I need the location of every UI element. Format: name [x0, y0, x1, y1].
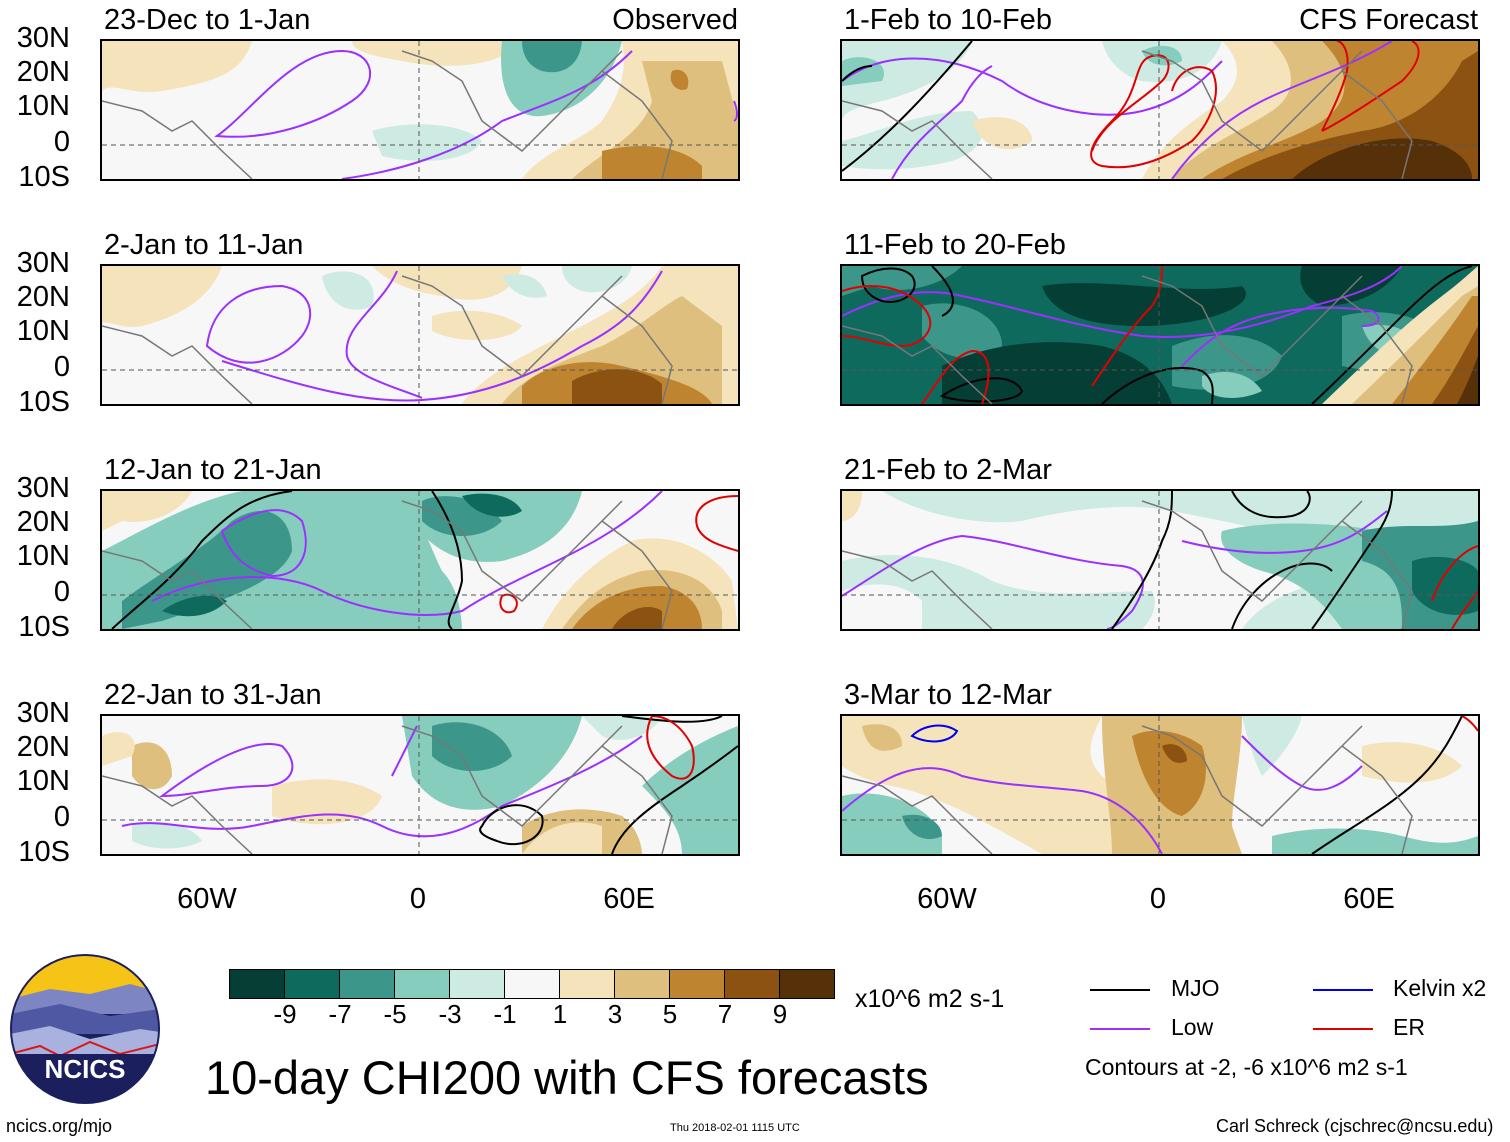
colorbar-tick: 3 [607, 999, 623, 1029]
logo-text: NCICS [45, 1054, 126, 1084]
map-panel-3 [100, 489, 740, 631]
panel-title: 11-Feb to 20-Feb [844, 229, 1066, 261]
lon-label: 60E [603, 883, 655, 915]
lat-label: 0 [53, 351, 70, 383]
legend-label-kelvin: Kelvin x2 [1393, 975, 1487, 1001]
lon-label: 60E [1343, 883, 1395, 915]
lat-label: 10S [18, 836, 70, 868]
lat-label: 10S [18, 611, 70, 643]
lat-label: 10N [16, 90, 70, 122]
panel-title: 2-Jan to 11-Jan [104, 229, 304, 261]
lon-label: 0 [409, 883, 427, 915]
colorbar-tick: 7 [717, 999, 733, 1029]
lat-label: 20N [16, 731, 70, 763]
colorbar-swatch [614, 970, 669, 998]
footer-url[interactable]: ncics.org/mjo [6, 1116, 113, 1136]
colorbar-tick: -7 [328, 999, 352, 1029]
legend: MJO Kelvin x2 Low ER Contours at -2, -6 … [1085, 972, 1505, 1082]
panel-title: 23-Dec to 1-Jan [104, 4, 311, 36]
legend-note: Contours at -2, -6 x10^6 m2 s-1 [1085, 1054, 1408, 1080]
lat-label: 30N [16, 697, 70, 729]
legend-line-mjo [1090, 989, 1150, 991]
map-panel-7 [840, 489, 1480, 631]
colorbar-tick: -1 [493, 999, 517, 1029]
colorbar [229, 969, 835, 999]
lat-label: 30N [16, 247, 70, 279]
colorbar-tick: 5 [662, 999, 678, 1029]
colorbar-swatch [669, 970, 724, 998]
colorbar-tick: 1 [552, 999, 568, 1029]
lat-label: 10N [16, 315, 70, 347]
main-title: 10-day CHI200 with CFS forecasts [205, 1051, 929, 1104]
lat-label: 0 [53, 801, 70, 833]
lon-label: 60W [177, 883, 237, 915]
panel-title: 12-Jan to 21-Jan [104, 454, 322, 486]
colorbar-swatch [504, 970, 559, 998]
left-column: 23-Dec to 1-Jan Observed 2-Jan to 11-Jan [0, 0, 760, 914]
colorbar-swatch [559, 970, 614, 998]
colorbar-swatch [230, 970, 284, 998]
legend-label-er: ER [1393, 1014, 1425, 1040]
lat-label: 30N [16, 22, 70, 54]
panel-title: 1-Feb to 10-Feb [844, 4, 1052, 36]
colorbar-tick: -3 [438, 999, 462, 1029]
panel-title: 22-Jan to 31-Jan [104, 679, 322, 711]
legend-line-er [1313, 1028, 1373, 1030]
panel-tag-observed: Observed [612, 4, 738, 36]
map-panel-4 [100, 714, 740, 856]
legend-label-mjo: MJO [1171, 975, 1220, 1001]
colorbar-tick: -5 [383, 999, 407, 1029]
lat-label: 30N [16, 472, 70, 504]
colorbar-tick: -9 [273, 999, 297, 1029]
lat-label: 10N [16, 765, 70, 797]
colorbar-swatch [779, 970, 834, 998]
panel-tag-cfs-forecast: CFS Forecast [1299, 4, 1478, 36]
colorbar-units: x10^6 m2 s-1 [855, 985, 1005, 1013]
colorbar-tick: 9 [772, 999, 788, 1029]
lon-label: 0 [1149, 883, 1167, 915]
footer-credit: Carl Schreck (cjschrec@ncsu.edu) [1216, 1116, 1494, 1136]
colorbar-swatch [724, 970, 779, 998]
ncics-logo: NCICS [10, 954, 160, 1104]
lat-label: 0 [53, 126, 70, 158]
map-panel-5 [840, 39, 1480, 181]
map-panel-6 [840, 264, 1480, 406]
map-panel-2 [100, 264, 740, 406]
legend-label-low: Low [1171, 1014, 1214, 1040]
footer-timestamp: Thu 2018-02-01 1115 UTC [670, 1122, 800, 1134]
colorbar-swatch [449, 970, 504, 998]
lat-label: 20N [16, 56, 70, 88]
map-panel-1 [100, 39, 740, 181]
lat-label: 10N [16, 540, 70, 572]
legend-line-low [1090, 1028, 1150, 1030]
lat-label: 20N [16, 506, 70, 538]
lon-label: 60W [917, 883, 977, 915]
colorbar-swatch [339, 970, 394, 998]
lat-label: 20N [16, 281, 70, 313]
panel-title: 3-Mar to 12-Mar [844, 679, 1052, 711]
right-column: 1-Feb to 10-Feb CFS Forecast [760, 0, 1510, 914]
lat-label: 10S [18, 161, 70, 193]
panel-title: 21-Feb to 2-Mar [844, 454, 1052, 486]
lat-label: 0 [53, 576, 70, 608]
colorbar-swatch [394, 970, 449, 998]
legend-line-kelvin [1313, 989, 1373, 991]
colorbar-swatch [284, 970, 339, 998]
map-panel-8 [840, 714, 1480, 856]
lat-label: 10S [18, 386, 70, 418]
